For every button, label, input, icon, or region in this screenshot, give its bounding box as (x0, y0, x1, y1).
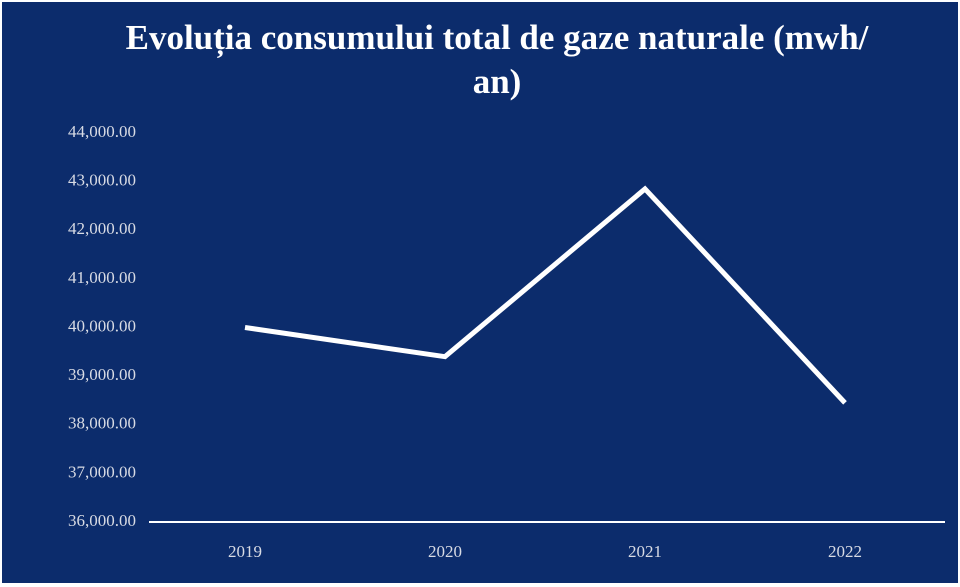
y-tick-label: 42,000.00 (68, 219, 136, 238)
y-tick-label: 40,000.00 (68, 316, 136, 335)
x-tick-label: 2019 (228, 542, 262, 561)
y-tick-label: 37,000.00 (68, 462, 136, 481)
y-tick-label: 39,000.00 (68, 365, 136, 384)
chart-title: Evoluția consumului total de gaze natura… (125, 18, 869, 101)
y-tick-label: 41,000.00 (68, 268, 136, 287)
x-tick-label: 2021 (628, 542, 662, 561)
y-tick-label: 38,000.00 (68, 414, 136, 433)
y-tick-label: 36,000.00 (68, 511, 136, 530)
x-tick-label: 2020 (428, 542, 462, 561)
data-line (244, 185, 847, 405)
x-tick-label: 2022 (828, 542, 862, 561)
y-tick-label: 44,000.00 (68, 122, 136, 141)
y-tick-label: 43,000.00 (68, 171, 136, 190)
